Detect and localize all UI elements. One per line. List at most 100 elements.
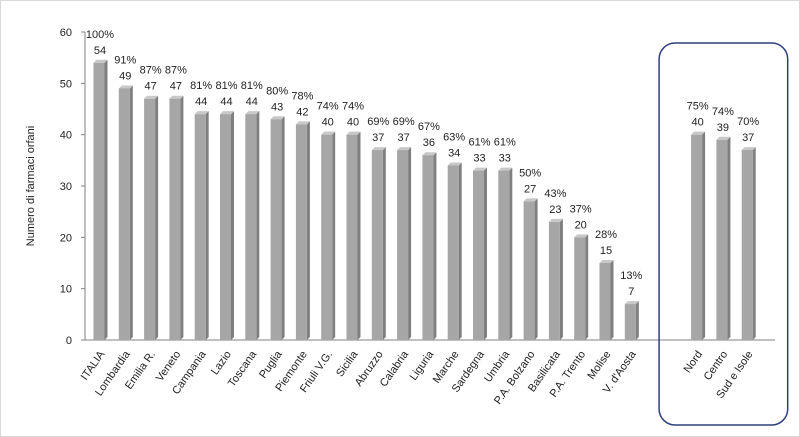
y-tick-label: 20	[60, 232, 72, 244]
bars-group	[93, 59, 756, 341]
value-label: 34	[448, 147, 460, 159]
bar-top	[118, 85, 133, 89]
percent-label: 81%	[190, 80, 212, 92]
value-label: 44	[220, 96, 232, 108]
value-label: 23	[549, 204, 561, 216]
percent-label: 61%	[468, 137, 490, 149]
value-label: 49	[119, 70, 131, 82]
bar-side	[332, 131, 336, 340]
bar-top	[220, 111, 234, 115]
value-label: 44	[195, 96, 207, 108]
bar-side	[433, 152, 437, 340]
value-label: 40	[691, 117, 703, 129]
percent-label: 87%	[165, 65, 187, 77]
bar	[599, 263, 611, 340]
bar	[548, 221, 560, 340]
bar	[716, 139, 728, 340]
percent-label: 69%	[393, 116, 415, 128]
value-label: 39	[717, 122, 729, 134]
bar	[422, 155, 434, 340]
bar	[741, 150, 753, 340]
value-label: 47	[144, 81, 156, 93]
bar-side	[458, 162, 462, 340]
y-tick-label: 60	[60, 27, 72, 39]
value-label: 37	[397, 132, 409, 144]
value-label: 20	[575, 219, 587, 231]
value-label: 40	[322, 117, 334, 129]
bar-side	[727, 136, 731, 340]
percent-label: 100%	[86, 29, 114, 41]
bar-top	[169, 95, 184, 99]
percent-label: 78%	[291, 90, 313, 102]
percent-label: 87%	[140, 65, 162, 77]
percent-label: 81%	[215, 80, 237, 92]
bar	[691, 134, 703, 340]
bar	[118, 88, 130, 340]
percent-label: 43%	[544, 188, 566, 200]
bar	[447, 165, 459, 340]
y-axis-label: Numero di farmaci orfani	[25, 126, 37, 246]
bar-side	[256, 111, 260, 340]
value-label: 42	[296, 106, 308, 118]
category-label: Nord	[682, 349, 706, 375]
value-label: 33	[499, 153, 511, 165]
bar-side	[357, 131, 361, 340]
bar-top	[371, 147, 386, 151]
bar-top	[716, 136, 731, 140]
bar-top	[144, 95, 159, 99]
y-tick-label: 10	[60, 284, 72, 296]
bar-top	[691, 131, 706, 135]
bar-top	[548, 218, 563, 222]
percent-label: 13%	[620, 270, 642, 282]
bar-side	[585, 234, 589, 340]
value-label: 15	[600, 245, 612, 257]
bar-side	[408, 147, 412, 340]
value-label: 37	[742, 132, 754, 144]
bar	[93, 62, 105, 341]
macro-area-highlight-box	[658, 42, 789, 426]
percent-label: 75%	[687, 101, 709, 113]
bar-top	[599, 260, 614, 263]
percent-label: 61%	[494, 137, 516, 149]
value-label: 27	[524, 183, 536, 195]
bar	[220, 114, 231, 340]
bar-side	[559, 218, 563, 340]
bar-top	[270, 116, 285, 120]
bar	[574, 237, 586, 340]
bar-top	[321, 131, 336, 135]
bar	[523, 201, 535, 340]
value-label: 40	[347, 117, 359, 129]
bar-top	[624, 301, 639, 305]
bar-top	[447, 162, 462, 166]
bar-side	[129, 85, 133, 340]
bar-side	[752, 147, 756, 340]
y-tick-label: 50	[60, 78, 72, 90]
percent-label: 69%	[367, 116, 389, 128]
bar	[321, 134, 333, 340]
percent-label: 28%	[595, 229, 617, 241]
bar	[498, 170, 510, 340]
bar-side	[104, 59, 108, 341]
bar-top	[741, 147, 756, 151]
category-label: Lazio	[209, 349, 234, 377]
bar	[245, 114, 257, 340]
bar-top	[473, 167, 487, 171]
value-label: 44	[246, 96, 258, 108]
bar-side	[180, 95, 184, 340]
bar-top	[194, 111, 209, 115]
value-label: 33	[473, 153, 485, 165]
bar	[346, 134, 358, 340]
percent-label: 50%	[519, 167, 541, 179]
bar-side	[382, 147, 386, 340]
bar-side	[534, 198, 538, 340]
bar	[144, 98, 156, 340]
y-tick-label: 40	[60, 130, 72, 142]
bar-side	[702, 131, 706, 340]
bar	[473, 170, 484, 340]
bar-top	[498, 167, 513, 171]
percent-label: 63%	[443, 131, 465, 143]
value-label: 54	[94, 45, 106, 57]
bar-top	[523, 198, 538, 202]
value-label: 43	[271, 101, 283, 113]
percent-label: 37%	[570, 203, 592, 215]
